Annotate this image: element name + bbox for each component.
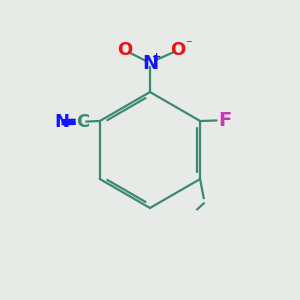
Text: F: F	[218, 111, 231, 130]
Text: N: N	[142, 54, 158, 73]
Text: ⁻: ⁻	[185, 38, 192, 51]
Text: N: N	[55, 113, 70, 131]
Text: O: O	[117, 40, 132, 58]
Text: O: O	[170, 40, 185, 58]
Text: +: +	[152, 52, 161, 62]
Text: C: C	[76, 112, 89, 130]
